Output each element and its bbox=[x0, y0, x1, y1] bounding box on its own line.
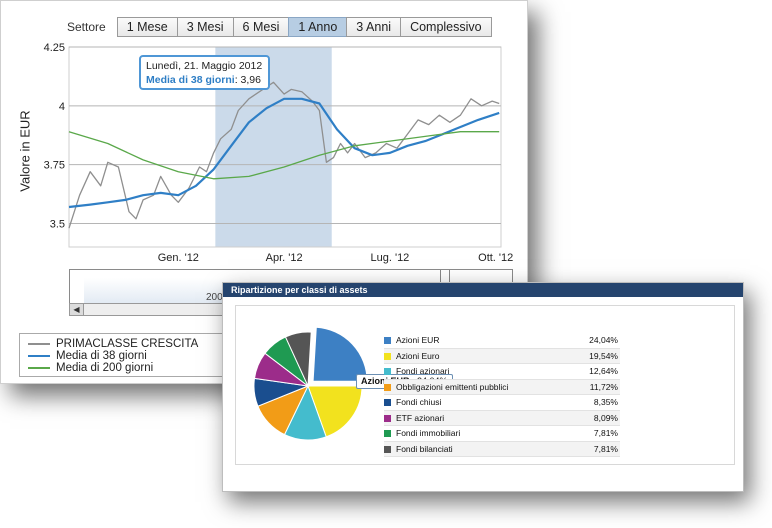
color-swatch bbox=[384, 414, 391, 422]
allocation-label: Azioni EUR bbox=[396, 335, 440, 345]
legend-label: Media di 38 giorni bbox=[56, 350, 147, 362]
allocation-row: Fondi chiusi 8,35% bbox=[384, 395, 620, 411]
allocation-value: 19,54% bbox=[589, 350, 618, 361]
tooltip-row: Media di 38 giorni: 3,96 bbox=[146, 74, 263, 86]
allocation-label: Fondi chiusi bbox=[396, 397, 442, 407]
panel-title: Ripartizione per classi di assets bbox=[223, 283, 743, 297]
allocation-label: Fondi azionari bbox=[396, 366, 450, 376]
period-tabs: 1 Mese 3 Mesi 6 Mesi 1 Anno 3 Anni Complessiv… bbox=[116, 17, 492, 37]
y-tick-label: 3.75 bbox=[44, 160, 65, 172]
allocation-label: Fondi immobiliari bbox=[396, 428, 461, 438]
tooltip-date: Lunedì, 21. Maggio 2012 bbox=[146, 60, 263, 72]
chart-legend: PRIMACLASSE CRESCITA Media di 38 giorni Me… bbox=[19, 333, 249, 377]
navigator-series-area bbox=[84, 278, 234, 306]
allocation-row: Fondi immobiliari 7,81% bbox=[384, 426, 620, 442]
period-selector: Settore 1 Mese 3 Mesi 6 Mesi 1 Anno 3 Anni Co… bbox=[67, 17, 492, 37]
x-tick-label: Lug. '12 bbox=[371, 252, 410, 264]
y-tick-label: 3.5 bbox=[50, 218, 65, 230]
navigator-year-label: 2008 bbox=[206, 292, 229, 303]
allocation-row: Azioni Euro 19,54% bbox=[384, 348, 620, 364]
chart-tooltip: Lunedì, 21. Maggio 2012 Media di 38 gior… bbox=[139, 55, 270, 90]
legend-swatch bbox=[28, 343, 50, 345]
x-tick-label: Ott. '12 bbox=[478, 252, 513, 264]
period-tab-1-anno[interactable]: 1 Anno bbox=[288, 17, 348, 37]
allocation-value: 24,04% bbox=[589, 335, 618, 345]
color-swatch bbox=[384, 352, 391, 360]
allocation-value: 7,81% bbox=[593, 443, 618, 454]
allocation-row: ETF azionari 8,09% bbox=[384, 410, 620, 426]
legend-swatch bbox=[28, 355, 50, 357]
legend-item[interactable]: Media di 200 giorni bbox=[28, 362, 240, 374]
legend-item[interactable]: Media di 38 giorni bbox=[28, 350, 240, 362]
legend-item[interactable]: PRIMACLASSE CRESCITA bbox=[28, 338, 240, 350]
allocation-label: Fondi bilanciati bbox=[396, 443, 453, 454]
allocation-value: 11,72% bbox=[589, 381, 618, 392]
x-tick-label: Apr. '12 bbox=[266, 252, 303, 264]
color-swatch bbox=[384, 445, 391, 453]
color-swatch bbox=[384, 337, 391, 344]
allocation-pie-chart bbox=[253, 326, 368, 441]
period-tab-3-anni[interactable]: 3 Anni bbox=[346, 17, 402, 37]
color-swatch bbox=[384, 399, 391, 406]
allocation-table: Azioni EUR 24,04% Azioni Euro 19,54% Fondi a… bbox=[384, 333, 620, 457]
period-tab-1-mese[interactable]: 1 Mese bbox=[116, 17, 178, 37]
tooltip-colon: : bbox=[234, 74, 241, 86]
tooltip-value: 3,96 bbox=[240, 74, 261, 86]
allocation-label: Obbligazioni emittenti pubblici bbox=[396, 381, 509, 392]
y-tick-label: 4 bbox=[59, 101, 65, 113]
allocation-label: ETF azionari bbox=[396, 412, 445, 423]
allocation-value: 7,81% bbox=[593, 428, 618, 438]
period-tab-3-mesi[interactable]: 3 Mesi bbox=[176, 17, 234, 37]
allocation-row: Azioni EUR 24,04% bbox=[384, 333, 620, 349]
allocation-row: Fondi azionari 12,64% bbox=[384, 364, 620, 380]
allocation-row: Fondi bilanciati 7,81% bbox=[384, 441, 620, 457]
color-swatch bbox=[384, 430, 391, 437]
color-swatch bbox=[384, 368, 391, 375]
period-tab-complessivo[interactable]: Complessivo bbox=[400, 17, 492, 37]
period-selector-label: Settore bbox=[67, 20, 106, 34]
x-tick-label: Gen. '12 bbox=[158, 252, 199, 264]
allocation-value: 8,35% bbox=[593, 397, 618, 407]
legend-label: Media di 200 giorni bbox=[56, 362, 154, 374]
series-line-media-di-38-giorni bbox=[68, 97, 500, 209]
allocation-label: Azioni Euro bbox=[396, 350, 440, 361]
legend-label: PRIMACLASSE CRESCITA bbox=[56, 338, 199, 350]
pie-slice-fondi-bilanciati bbox=[284, 331, 312, 387]
series-line-primaclasse-crescita bbox=[68, 81, 500, 229]
price-line-chart: 3.5 3.75 4 4.25 Gen. '12 Apr. '12 Lug. '12 Ott.… bbox=[44, 42, 514, 264]
asset-allocation-panel: Ripartizione per classi di assets Azioni… bbox=[222, 282, 744, 492]
scroll-left-arrow-icon[interactable]: ◀ bbox=[70, 304, 84, 315]
color-swatch bbox=[384, 383, 391, 391]
series-line-media-di-200-giorni bbox=[68, 131, 500, 180]
pie-slice-azioni-euro bbox=[307, 385, 363, 438]
allocation-body: Azioni EUR : 24.04% Azioni EUR24,04%Azio… bbox=[235, 305, 735, 465]
y-tick-label: 4.25 bbox=[44, 42, 65, 54]
allocation-row: Obbligazioni emittenti pubblici 11,72% bbox=[384, 379, 620, 395]
allocation-value: 8,09% bbox=[593, 412, 618, 423]
allocation-value: 12,64% bbox=[589, 366, 618, 376]
legend-swatch bbox=[28, 367, 50, 369]
tooltip-series-name: Media di 38 giorni bbox=[146, 74, 235, 86]
